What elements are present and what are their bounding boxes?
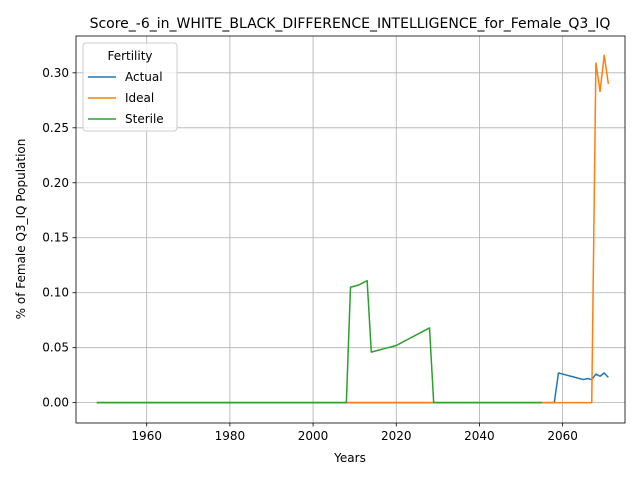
- x-tick-label: 1980: [215, 429, 246, 443]
- legend: Fertility Actual Ideal Sterile: [82, 42, 178, 132]
- x-axis-label: Years: [333, 451, 366, 465]
- x-axis-ticks: 1960 1980 2000 2020 2040 2060: [131, 423, 578, 443]
- series-line-actual: [96, 372, 609, 404]
- y-tick-label: 0.15: [42, 231, 69, 245]
- x-tick-label: 2020: [381, 429, 412, 443]
- chart-title: Score_-6_in_WHITE_BLACK_DIFFERENCE_INTEL…: [90, 16, 611, 32]
- legend-label-sterile: Sterile: [125, 112, 164, 126]
- legend-label-ideal: Ideal: [125, 91, 154, 105]
- legend-box: [82, 42, 178, 132]
- y-tick-label: 0.10: [42, 286, 69, 300]
- legend-label-actual: Actual: [125, 70, 163, 84]
- y-tick-label: 0.00: [42, 396, 69, 410]
- legend-title: Fertility: [107, 49, 152, 63]
- x-tick-label: 2040: [464, 429, 495, 443]
- grid-lines: [76, 36, 625, 423]
- series-line-sterile: [96, 279, 542, 404]
- legend-items: Actual Ideal Sterile: [88, 70, 164, 126]
- y-axis-ticks: 0.00 0.05 0.10 0.15 0.20 0.25 0.30: [42, 66, 76, 410]
- y-tick-label: 0.20: [42, 176, 69, 190]
- y-tick-label: 0.30: [42, 66, 69, 80]
- plot-frame: [75, 35, 626, 424]
- x-tick-label: 2000: [298, 429, 329, 443]
- y-tick-label: 0.25: [42, 121, 69, 135]
- series-lines: [96, 54, 610, 404]
- x-tick-label: 2060: [547, 429, 578, 443]
- y-tick-label: 0.05: [42, 341, 69, 355]
- y-axis-label: % of Female Q3_IQ Population: [14, 139, 28, 320]
- series-line-ideal: [96, 54, 610, 404]
- x-tick-label: 1960: [131, 429, 162, 443]
